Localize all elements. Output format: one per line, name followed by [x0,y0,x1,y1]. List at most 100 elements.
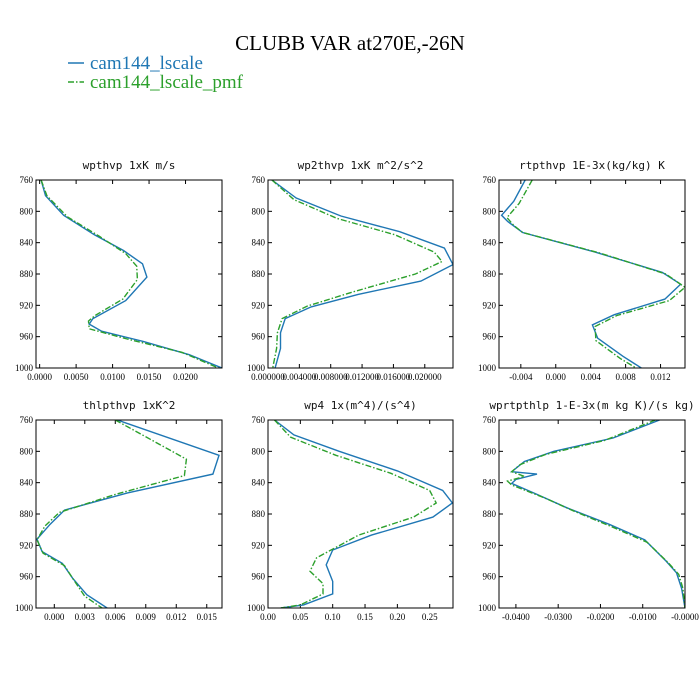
legend: cam144_lscale cam144_lscale_pmf [68,53,244,93]
panel-title: thlpthvp 1xK^2 [83,399,176,412]
x-tick-label: 0.000 [44,612,65,622]
y-tick-label: 840 [483,238,497,248]
y-tick-label: 960 [20,572,34,582]
panel-title: wprtpthlp 1-E-3x(m kg K)/(s kg) [489,399,694,412]
panel-frame [498,179,686,369]
y-tick-label: 960 [483,572,497,582]
x-tick-label: 0.05 [292,612,308,622]
y-tick-label: 840 [20,478,34,488]
x-tick-label: 0.15 [357,612,373,622]
y-tick-label: 840 [20,238,34,248]
series-line-cam144_lscale [271,180,453,368]
series-line-cam144_lscale [40,180,222,368]
x-tick-label: 0.009 [136,612,157,622]
panel-frame [35,179,223,369]
y-tick-label: 960 [483,332,497,342]
x-tick-label: 0.015 [197,612,218,622]
panel-5: wp4 1x(m^4)/(s^4)76080084088092096010000… [247,399,454,622]
panel-1: wpthvp 1xK m/s76080084088092096010000.00… [15,159,223,382]
x-tick-label: -0.0200 [587,612,615,622]
y-tick-label: 1000 [15,603,34,613]
panel-3: rtpthvp 1E-3x(kg/kg) K 760 800 840 880 920 960… [478,159,686,382]
y-tick-label: 840 [252,478,266,488]
y-tick-label: 760 [483,415,497,425]
panel-4: thlpthvp 1xK^2 760 800 840 880 920 960 1000 0.00… [15,399,223,622]
x-tick-label: 0.000 [546,372,567,382]
panel-title: rtpthvp 1E-3x(kg/kg) K [519,159,665,172]
x-tick-label: 0.0050 [64,372,89,382]
series-line-cam144_lscale_pmf [506,420,685,608]
x-tick-label: -0.004 [509,372,533,382]
y-tick-label: 960 [252,572,266,582]
y-tick-label: 800 [483,206,497,216]
panel-title: wpthvp 1xK m/s [83,159,176,172]
panel-frame [35,419,223,609]
y-tick-label: 800 [20,206,34,216]
y-tick-label: 1000 [15,363,34,373]
y-tick-label: 960 [20,332,34,342]
x-tick-label: -0.0100 [629,612,657,622]
y-tick-label: 760 [20,175,34,185]
series-line-cam144_lscale [509,420,685,608]
y-tick-label: 880 [252,509,266,519]
y-tick-label: 800 [20,446,34,456]
x-tick-label: 0.006 [105,612,126,622]
x-tick-label: 0.004 [581,372,602,382]
y-tick-label: 1000 [247,603,266,613]
x-tick-label: 0.012 [166,612,186,622]
y-tick-label: 760 [483,175,497,185]
x-tick-label: -0.0400 [502,612,530,622]
x-tick-label: 0.0200 [173,372,198,382]
panel-6: wprtpthlp 1-E-3x(m kg K)/(s kg) 760 800 840… [478,399,699,622]
y-tick-label: 920 [483,300,497,310]
x-tick-label: 0.000000 [251,372,285,382]
x-tick-label: 0.10 [325,612,341,622]
y-tick-label: 1000 [247,363,266,373]
x-tick-label: 0.012000 [345,372,379,382]
x-tick-label: 0.25 [422,612,438,622]
y-tick-label: 920 [20,540,34,550]
y-tick-label: 880 [20,269,34,279]
series-line-cam144_lscale [36,420,220,608]
series-line-cam144_lscale_pmf [273,420,438,608]
x-tick-label: 0.20 [389,612,405,622]
x-tick-label: 0.0100 [100,372,125,382]
y-tick-label: 840 [252,238,266,248]
y-tick-label: 800 [483,446,497,456]
series-line-cam144_lscale_pmf [40,180,219,368]
series-line-cam144_lscale_pmf [505,180,685,368]
y-tick-label: 920 [20,300,34,310]
y-tick-label: 760 [252,175,266,185]
x-tick-label: 0.012 [650,372,670,382]
panel-frame [267,179,454,369]
x-tick-label: -0.0000 [671,612,699,622]
y-tick-label: 760 [20,415,34,425]
panel-frame [498,419,686,609]
panels: wpthvp 1xK m/s76080084088092096010000.00… [15,159,699,622]
series-line-cam144_lscale [500,180,682,368]
y-tick-label: 880 [20,509,34,519]
y-tick-label: 800 [252,206,266,216]
x-tick-label: 0.004000 [282,372,316,382]
x-tick-label: 0.0150 [137,372,162,382]
panel-title: wp4 1x(m^4)/(s^4) [304,399,417,412]
x-tick-label: 0.008000 [314,372,348,382]
x-tick-label: 0.0000 [27,372,52,382]
x-tick-label: 0.008 [615,372,636,382]
y-tick-label: 880 [252,269,266,279]
y-tick-label: 920 [252,300,266,310]
x-tick-label: 0.00 [260,612,276,622]
x-tick-label: -0.0300 [544,612,572,622]
y-tick-label: 1000 [478,603,497,613]
panel-title: wp2thvp 1xK m^2/s^2 [298,159,424,172]
y-tick-label: 960 [252,332,266,342]
legend-label-0: cam144_lscale [90,53,203,74]
y-tick-label: 840 [483,478,497,488]
y-tick-label: 760 [252,415,266,425]
panel-frame [267,419,454,609]
x-tick-label: 0.003 [75,612,96,622]
figure-title: CLUBB VAR at270E,-26N [235,31,465,55]
series-line-cam144_lscale_pmf [271,180,444,368]
y-tick-label: 920 [252,540,266,550]
y-tick-label: 1000 [478,363,497,373]
